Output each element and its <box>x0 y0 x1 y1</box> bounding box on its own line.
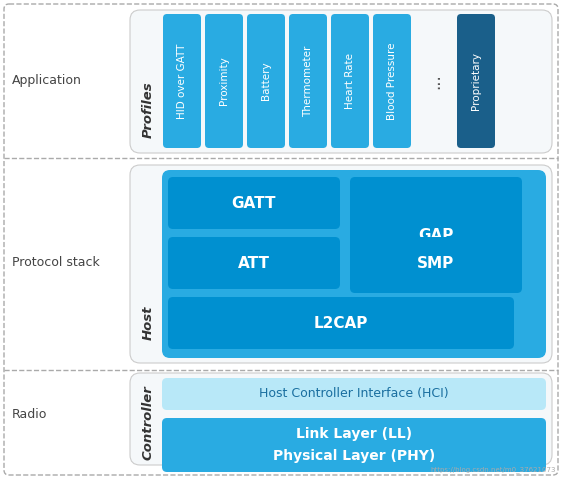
FancyBboxPatch shape <box>162 378 546 410</box>
FancyBboxPatch shape <box>289 14 327 148</box>
FancyBboxPatch shape <box>168 177 340 229</box>
Text: Controller: Controller <box>142 385 155 460</box>
FancyBboxPatch shape <box>130 10 552 153</box>
FancyBboxPatch shape <box>162 418 546 450</box>
FancyBboxPatch shape <box>162 170 546 358</box>
Text: https://blog.csdn.net/m0_37621073: https://blog.csdn.net/m0_37621073 <box>430 466 556 473</box>
Text: Link Layer (LL): Link Layer (LL) <box>296 427 412 441</box>
FancyBboxPatch shape <box>373 14 411 148</box>
Text: Physical Layer (PHY): Physical Layer (PHY) <box>273 449 435 463</box>
FancyBboxPatch shape <box>130 165 552 363</box>
Text: HID over GATT: HID over GATT <box>177 43 187 119</box>
Text: SMP: SMP <box>418 255 455 271</box>
FancyBboxPatch shape <box>350 237 522 289</box>
Text: Radio: Radio <box>12 409 47 422</box>
FancyBboxPatch shape <box>205 14 243 148</box>
FancyBboxPatch shape <box>247 14 285 148</box>
Text: Profiles: Profiles <box>142 81 155 138</box>
Text: Proprietary: Proprietary <box>471 52 481 110</box>
Text: Thermometer: Thermometer <box>303 46 313 117</box>
FancyBboxPatch shape <box>130 373 552 465</box>
FancyBboxPatch shape <box>162 440 546 472</box>
Text: ...: ... <box>425 73 443 89</box>
Text: ATT: ATT <box>238 255 270 271</box>
Text: L2CAP: L2CAP <box>314 316 368 331</box>
FancyBboxPatch shape <box>331 14 369 148</box>
Text: Application: Application <box>12 73 82 87</box>
Text: Host Controller Interface (HCI): Host Controller Interface (HCI) <box>259 388 449 400</box>
FancyBboxPatch shape <box>163 14 201 148</box>
Text: GATT: GATT <box>232 195 277 210</box>
Text: Blood Pressure: Blood Pressure <box>387 42 397 120</box>
FancyBboxPatch shape <box>168 297 514 349</box>
Text: Heart Rate: Heart Rate <box>345 53 355 109</box>
Text: Host: Host <box>142 306 155 340</box>
Text: GAP: GAP <box>418 228 454 242</box>
Text: Protocol stack: Protocol stack <box>12 256 99 270</box>
FancyBboxPatch shape <box>350 177 522 293</box>
FancyBboxPatch shape <box>168 237 340 289</box>
Text: Battery: Battery <box>261 62 271 100</box>
FancyBboxPatch shape <box>457 14 495 148</box>
Text: Proximity: Proximity <box>219 57 229 105</box>
